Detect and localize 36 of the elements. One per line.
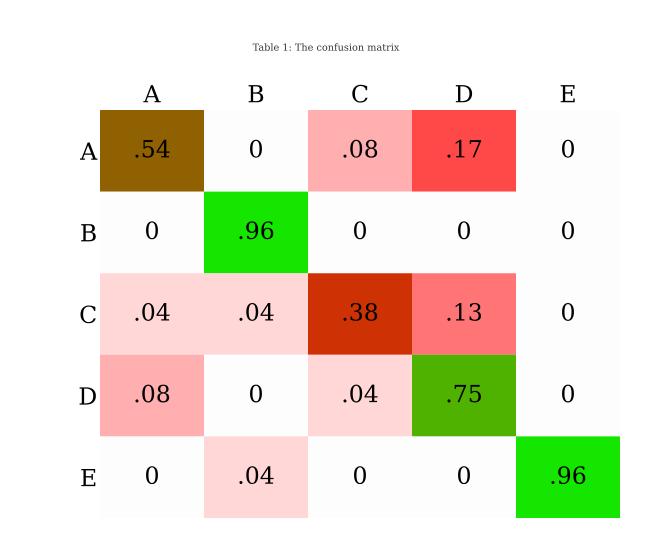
data-label: .08 [343, 140, 378, 158]
data-label: 0 [562, 221, 574, 240]
y-tick-label: B [81, 224, 96, 242]
data-label: 0 [458, 221, 470, 240]
data-label: .96 [551, 466, 586, 484]
data-label: 0 [354, 221, 366, 240]
y-tick-label: C [80, 305, 96, 324]
x-tick-label: C [352, 84, 368, 103]
data-label: 0 [562, 384, 574, 402]
data-label: 0 [458, 466, 470, 484]
data-label: 0 [250, 140, 262, 158]
data-label: .17 [447, 140, 482, 158]
data-label: 0 [146, 221, 158, 240]
data-label: 0 [250, 384, 262, 402]
data-label: .04 [135, 302, 170, 321]
x-tick-label: E [560, 85, 575, 102]
data-label: 0 [354, 466, 366, 484]
data-label: 0 [146, 466, 158, 484]
x-tick-label: B [248, 85, 264, 102]
data-label: .04 [343, 384, 378, 402]
data-label: .13 [447, 302, 482, 321]
y-tick-label: E [81, 468, 96, 486]
data-label: .38 [343, 302, 378, 321]
data-label: .96 [239, 221, 274, 240]
chart-title: Table 1: The confusion matrix [252, 43, 400, 51]
y-tick-label: D [80, 387, 96, 405]
data-label: .04 [239, 466, 274, 484]
data-label: .04 [239, 302, 274, 321]
data-label: 0 [562, 302, 574, 321]
data-label: .54 [135, 140, 170, 158]
data-label: .75 [447, 384, 481, 402]
data-label: .08 [135, 384, 170, 402]
y-tick-label: A [80, 142, 98, 160]
x-tick-label: D [456, 85, 472, 102]
x-tick-label: A [143, 85, 161, 102]
data-label: 0 [562, 140, 574, 158]
